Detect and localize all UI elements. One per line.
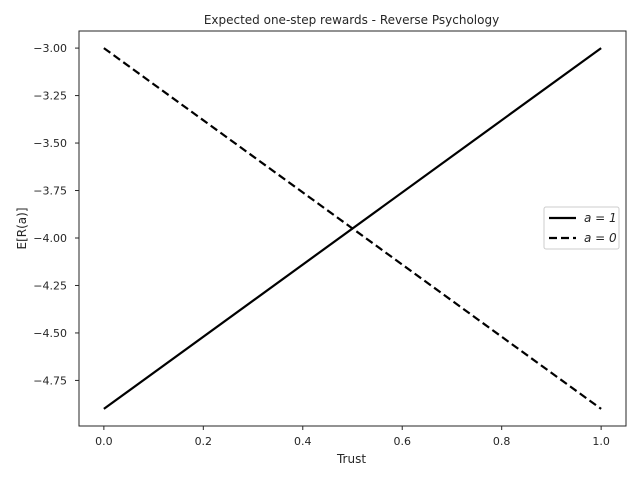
x-axis-label: Trust xyxy=(336,452,366,466)
x-tick-label: 0.2 xyxy=(195,435,213,448)
x-tick-label: 0.4 xyxy=(294,435,312,448)
y-tick-label: −3.50 xyxy=(33,137,67,150)
x-tick-label: 1.0 xyxy=(592,435,610,448)
x-tick-label: 0.8 xyxy=(493,435,511,448)
legend-label: a = 0 xyxy=(584,231,617,245)
legend: a = 1 a = 0 xyxy=(543,206,620,250)
y-ticks: −3.00 −3.25 −3.50 −3.75 −4.00 −4.25 −4.50 −4.75 xyxy=(33,42,79,387)
y-tick-label: −4.25 xyxy=(33,279,67,292)
y-tick-label: −4.75 xyxy=(33,374,67,387)
series-line xyxy=(103,47,602,410)
y-tick-label: −3.00 xyxy=(33,42,67,55)
x-tick-label: 0.6 xyxy=(393,435,411,448)
legend-label: a = 1 xyxy=(584,211,617,225)
chart-title: Expected one-step rewards - Reverse Psyc… xyxy=(204,13,499,27)
y-axis-label: E[R(a)] xyxy=(15,208,29,250)
y-tick-label: −4.00 xyxy=(33,232,67,245)
x-ticks: 0.0 0.2 0.4 0.6 0.8 1.0 xyxy=(95,426,610,448)
x-tick-label: 0.0 xyxy=(95,435,113,448)
y-tick-label: −4.50 xyxy=(33,327,67,340)
y-tick-label: −3.25 xyxy=(33,90,67,103)
series-lines xyxy=(103,47,602,410)
y-tick-label: −3.75 xyxy=(33,185,67,198)
